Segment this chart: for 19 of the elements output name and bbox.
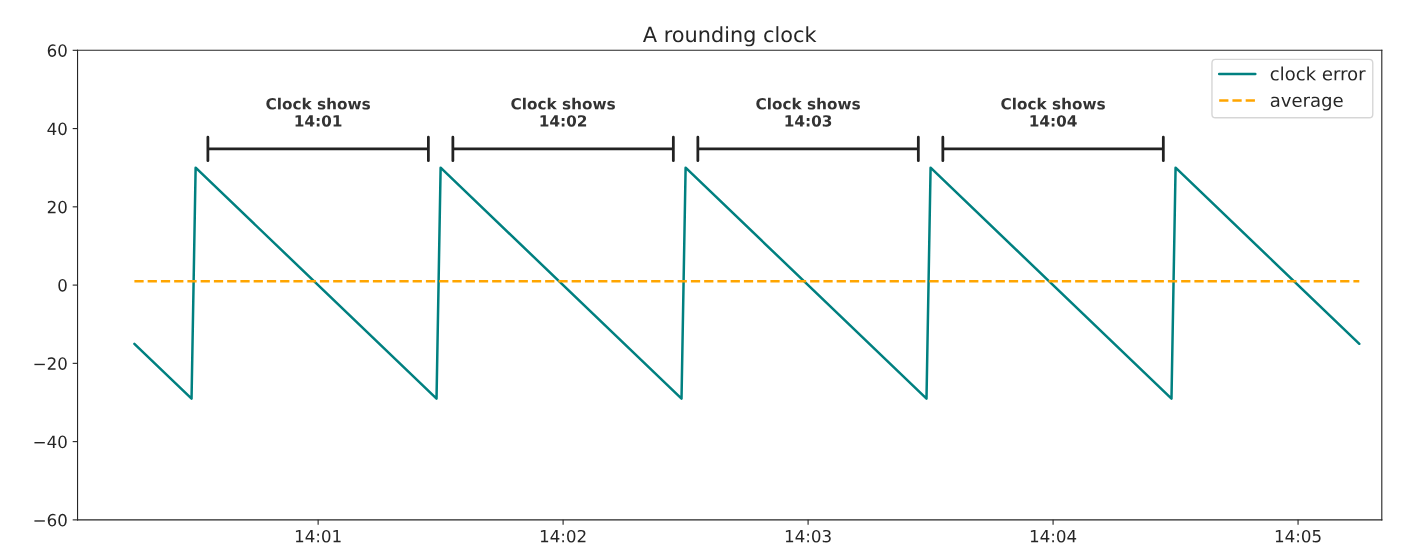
- y-tick-label: 40: [47, 122, 67, 136]
- y-tick-label: 0: [58, 279, 67, 292]
- legend-label: average: [1270, 96, 1343, 111]
- y-tick-label: −20: [34, 357, 67, 370]
- annotation: Clock shows 14:04: [1001, 97, 1105, 127]
- annotation: Clock shows 14:03: [756, 97, 860, 127]
- x-tick-label: 14:01: [295, 529, 341, 543]
- annotation: Clock shows 14:01: [266, 97, 370, 127]
- x-tick-label: 14:05: [1275, 529, 1321, 543]
- annotation: Clock shows 14:02: [511, 97, 615, 127]
- chart-title: A rounding clock: [642, 26, 817, 47]
- legend-label: clock error: [1270, 66, 1366, 81]
- x-tick-label: 14:04: [1030, 529, 1077, 543]
- y-tick-label: 60: [47, 44, 67, 57]
- x-tick-label: 14:03: [785, 529, 831, 543]
- y-tick-label: −60: [34, 513, 67, 527]
- x-tick-label: 14:02: [540, 529, 586, 543]
- y-tick-label: −40: [34, 435, 67, 449]
- y-tick-label: 20: [47, 200, 67, 214]
